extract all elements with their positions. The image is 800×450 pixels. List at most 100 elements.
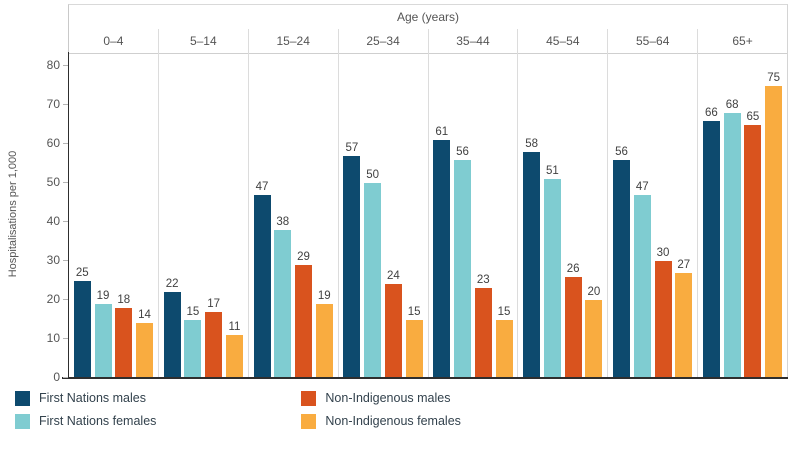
- bar-value-label: 50: [366, 169, 380, 181]
- bar-value-label: 11: [228, 321, 241, 334]
- bar-value-label: 23: [476, 274, 490, 287]
- x-axis-title: Age (years): [396, 10, 460, 24]
- bar-with-label: 38: [274, 216, 292, 378]
- bar-with-label: 66: [702, 106, 720, 378]
- bar-with-label: 25: [73, 266, 91, 378]
- chart-legend: First Nations males First Nations females…: [15, 390, 461, 429]
- bar-value-label: 20: [587, 286, 601, 298]
- bar: [543, 179, 561, 378]
- bar: [184, 319, 202, 378]
- bar: [205, 311, 223, 378]
- bar: [73, 280, 91, 378]
- bar-value-label: 15: [407, 305, 421, 318]
- bar-value-label: 47: [635, 180, 649, 193]
- age-group-label: 65+: [698, 29, 787, 54]
- bar: [253, 194, 271, 378]
- y-tick-mark: [63, 377, 68, 378]
- x-axis-baseline: [62, 377, 788, 379]
- bar-with-label: 47: [633, 180, 651, 378]
- bar-value-label: 15: [186, 305, 200, 318]
- age-group-column: 0–4 25 19 18 14: [69, 29, 159, 378]
- bar-value-label: 47: [255, 180, 269, 193]
- bar-value-label: 19: [96, 289, 110, 302]
- bar-value-label: 19: [317, 289, 331, 302]
- bar-value-label: 15: [497, 305, 511, 318]
- bar-with-label: 11: [225, 321, 243, 378]
- age-group-label: 35–44: [428, 29, 518, 54]
- bar-group: 47 38 29 19: [249, 54, 338, 378]
- bar-group: 61 56 23 15: [429, 54, 518, 378]
- bar-with-label: 19: [315, 289, 333, 378]
- bar: [225, 335, 243, 378]
- bar: [274, 229, 292, 378]
- legend-item: Non-Indigenous males: [301, 390, 461, 406]
- y-axis-title: Hospitalisations per 1,000: [7, 150, 19, 278]
- age-group-column: 45–54 58 51 26 20: [518, 29, 609, 378]
- y-tick-mark: [63, 104, 68, 105]
- bar-value-label: 75: [767, 71, 781, 84]
- y-tick-mark: [63, 182, 68, 183]
- bar: [585, 300, 603, 378]
- bar-with-label: 65: [744, 110, 762, 378]
- bar: [315, 303, 333, 378]
- bar: [723, 112, 741, 378]
- bar-with-label: 68: [723, 98, 741, 378]
- legend-item-label: Non-Indigenous males: [325, 391, 451, 405]
- bar: [295, 264, 313, 378]
- legend-column: First Nations males First Nations females: [15, 390, 156, 429]
- bar-value-label: 65: [746, 110, 760, 123]
- age-group-column: 15–24 47 38 29 19: [248, 29, 339, 378]
- legend-item-label: Non-Indigenous females: [325, 414, 461, 428]
- bar: [163, 292, 181, 378]
- legend-column: Non-Indigenous males Non-Indigenous femal…: [301, 390, 461, 429]
- bar-value-label: 61: [435, 126, 449, 139]
- bar-with-label: 22: [163, 278, 181, 378]
- bar-value-label: 24: [387, 270, 400, 283]
- bar-group: 22 15 17 11: [159, 54, 248, 378]
- bar: [364, 183, 382, 378]
- bar: [495, 319, 513, 378]
- bar-with-label: 20: [585, 286, 603, 378]
- bar-value-label: 56: [456, 145, 469, 158]
- bar-with-label: 57: [343, 142, 361, 378]
- bar: [384, 284, 402, 378]
- bar-value-label: 66: [704, 106, 718, 119]
- bar-with-label: 75: [765, 71, 783, 378]
- y-tick-mark: [63, 65, 68, 66]
- legend-item: Non-Indigenous females: [301, 413, 461, 429]
- bar-with-label: 30: [654, 247, 672, 378]
- bar: [765, 85, 783, 378]
- bar-value-label: 18: [117, 293, 131, 306]
- y-axis-line: [68, 52, 69, 378]
- legend-item-label: First Nations males: [39, 391, 146, 405]
- y-tick-label: 20: [46, 292, 60, 306]
- y-tick-label: 60: [46, 136, 60, 150]
- bar: [702, 120, 720, 378]
- age-group-column: 25–34 57 50 24 15: [338, 29, 429, 378]
- age-group-label: 0–4: [69, 29, 158, 54]
- bar: [744, 124, 762, 378]
- y-tick-label: 70: [46, 97, 60, 111]
- bar-with-label: 61: [433, 126, 451, 378]
- y-tick-label: 80: [46, 58, 60, 72]
- bar: [94, 303, 112, 378]
- y-tick-label: 30: [46, 253, 60, 267]
- bar-value-label: 68: [725, 98, 739, 111]
- y-tick-mark: [63, 299, 68, 300]
- bar: [454, 159, 472, 378]
- bar-with-label: 26: [564, 263, 582, 378]
- age-group-label: 5–14: [158, 29, 248, 54]
- bar-with-label: 14: [136, 309, 154, 378]
- y-tick-label: 10: [46, 331, 60, 345]
- bar-value-label: 22: [165, 278, 179, 291]
- age-group-label: 25–34: [338, 29, 428, 54]
- legend-swatch: [15, 390, 30, 406]
- bar-with-label: 50: [364, 169, 382, 378]
- bar-group: 58 51 26 20: [518, 54, 607, 378]
- plot-area: 0–4 25 19 18 14 5–14 22 15 17 11 15–24 47 38 29 19 25–3…: [69, 29, 787, 378]
- bar-with-label: 56: [454, 145, 472, 378]
- age-group-label: 15–24: [248, 29, 338, 54]
- bar-value-label: 25: [75, 266, 89, 279]
- bar-with-label: 56: [613, 146, 631, 378]
